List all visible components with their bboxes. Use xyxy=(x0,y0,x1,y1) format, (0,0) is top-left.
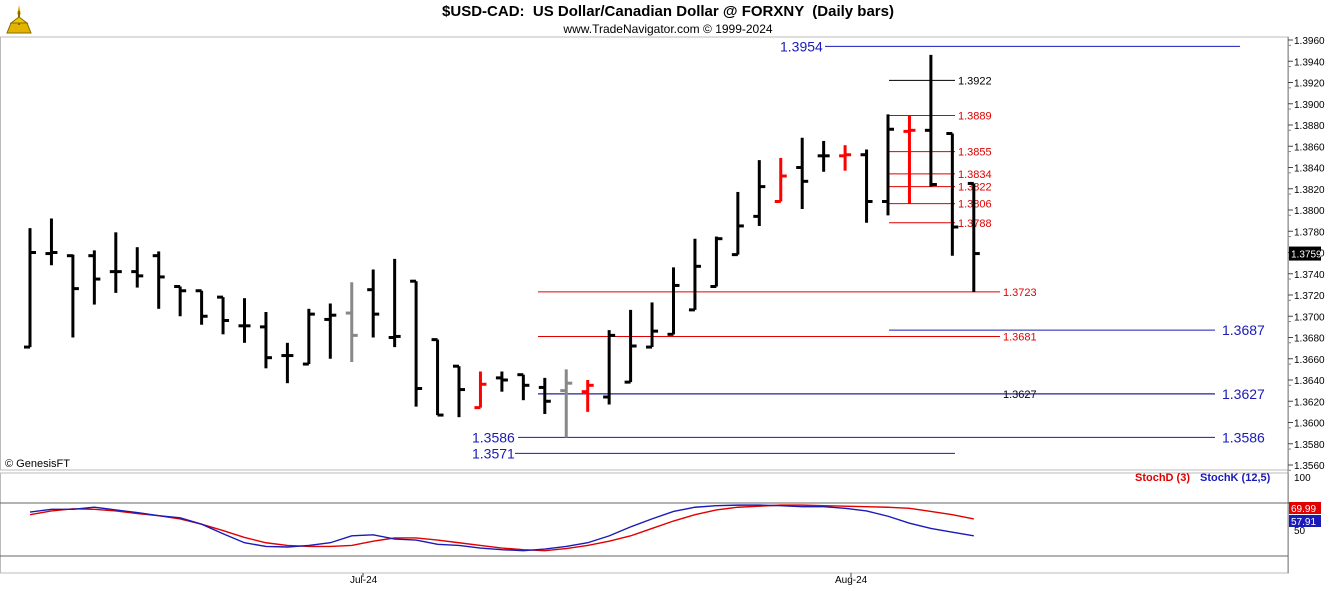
chart-subtitle: www.TradeNavigator.com © 1999-2024 xyxy=(563,22,773,36)
level-label-right: 1.3627 xyxy=(1222,386,1265,402)
y-tick-label: 1.3580 xyxy=(1294,440,1325,451)
y-tick-label: 1.3700 xyxy=(1294,312,1325,323)
copyright-label: © GenesisFT xyxy=(5,458,70,470)
y-tick-label: 1.3920 xyxy=(1294,79,1325,90)
level-label-right: 1.3889 xyxy=(958,110,992,122)
y-tick-label: 1.3640 xyxy=(1294,376,1325,387)
y-tick-label: 1.3960 xyxy=(1294,36,1325,47)
y-tick-label: 1.3740 xyxy=(1294,270,1325,281)
y-tick-label: 1.3660 xyxy=(1294,355,1325,366)
y-tick-label: 1.3780 xyxy=(1294,227,1325,238)
stoch-panel-frame xyxy=(0,472,1289,574)
last-price-box xyxy=(1289,246,1321,261)
y-tick-label: 1.3680 xyxy=(1294,334,1325,345)
level-label-left: 1.3954 xyxy=(780,38,823,54)
y-tick-label: 1.3560 xyxy=(1294,461,1325,472)
stoch-d-legend: StochD (3) xyxy=(1135,472,1190,484)
y-tick-label: 1.3800 xyxy=(1294,206,1325,217)
y-tick-label: 1.3600 xyxy=(1294,419,1325,430)
x-axis-label-aug: Aug-24 xyxy=(835,575,868,586)
level-label-left: 1.3571 xyxy=(472,445,515,461)
stoch-y-tick-label: 50 xyxy=(1294,526,1306,537)
level-label-left: 1.3586 xyxy=(472,429,515,445)
level-label-right: 1.3834 xyxy=(958,169,992,181)
stoch-k-value-box xyxy=(1289,515,1321,527)
y-tick-label: 1.3840 xyxy=(1294,164,1325,175)
level-label-right: 1.3627 xyxy=(1003,389,1037,401)
level-label-right: 1.3723 xyxy=(1003,287,1037,299)
stoch-k-value: 57.91 xyxy=(1291,517,1316,528)
y-tick-label: 1.3900 xyxy=(1294,100,1325,111)
y-tick-label: 1.3940 xyxy=(1294,57,1325,68)
y-tick-label: 1.3860 xyxy=(1294,142,1325,153)
y-tick-label: 1.3820 xyxy=(1294,185,1325,196)
level-label-right: 1.3681 xyxy=(1003,331,1037,343)
level-label-right: 1.3922 xyxy=(958,75,992,87)
stoch-k-line xyxy=(29,504,974,552)
y-tick-label: 1.3620 xyxy=(1294,397,1325,408)
level-label-right: 1.3586 xyxy=(1222,429,1265,445)
stoch-d-value-box xyxy=(1289,502,1321,514)
x-axis-label-jul: Jul-24 xyxy=(350,575,378,586)
trader-logo-icon xyxy=(3,3,35,35)
y-tick-label: 1.3880 xyxy=(1294,121,1325,132)
chart-title: $USD-CAD: US Dollar/Canadian Dollar @ FO… xyxy=(442,3,894,20)
stoch-d-value: 69.99 xyxy=(1291,504,1316,515)
y-tick-label: 1.3720 xyxy=(1294,291,1325,302)
stoch-d-line xyxy=(29,504,974,552)
stoch-k-legend: StochK (12,5) xyxy=(1200,472,1271,484)
last-price-label: 1.3759 xyxy=(1291,250,1322,261)
level-label-right: 1.3687 xyxy=(1222,322,1265,338)
price-panel-frame xyxy=(0,36,1289,471)
level-label-right: 1.3855 xyxy=(958,147,992,159)
stoch-y-tick-label: 100 xyxy=(1294,473,1311,484)
